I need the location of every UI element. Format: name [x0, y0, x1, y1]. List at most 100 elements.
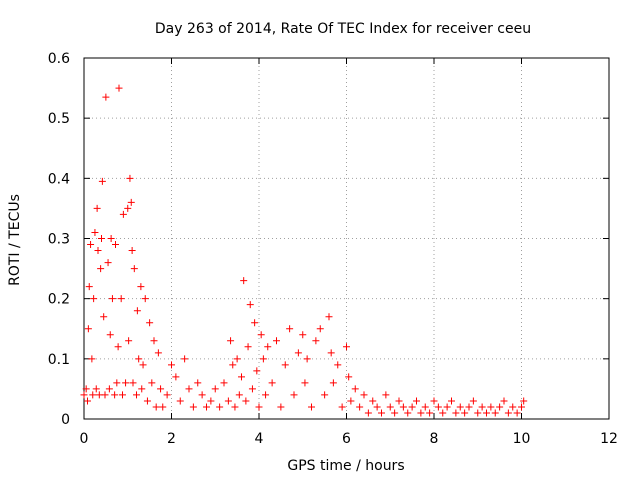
x-tick-label: 4: [255, 431, 264, 447]
data-point: [111, 391, 119, 399]
data-point: [277, 403, 285, 411]
data-point: [108, 295, 116, 303]
x-tick-label: 12: [600, 431, 618, 447]
data-point: [456, 403, 464, 411]
data-point: [334, 361, 342, 369]
data-point: [105, 385, 113, 393]
data-point: [504, 409, 512, 417]
data-point: [238, 373, 245, 381]
data-point: [92, 385, 100, 393]
data-point: [84, 325, 92, 333]
data-point: [135, 355, 143, 363]
data-point: [259, 355, 267, 363]
grid-layer: [84, 58, 609, 419]
data-point: [168, 361, 175, 369]
data-point: [138, 385, 146, 393]
data-point: [461, 409, 469, 417]
data-point: [129, 379, 137, 387]
data-point: [465, 403, 473, 411]
data-point: [102, 93, 110, 101]
y-tick-label: 0.1: [48, 352, 70, 368]
data-point: [216, 403, 224, 411]
data-point: [119, 391, 126, 399]
data-point: [152, 403, 160, 411]
data-point: [378, 409, 385, 417]
data-point: [143, 397, 151, 405]
data-point: [327, 349, 335, 357]
data-point: [227, 337, 235, 345]
data-point: [148, 379, 156, 387]
data-point: [518, 403, 525, 411]
data-point: [113, 379, 121, 387]
data-point: [439, 409, 447, 417]
data-point: [491, 409, 499, 417]
data-point: [124, 204, 132, 212]
data-point: [395, 397, 403, 405]
x-tick-label: 0: [80, 431, 89, 447]
data-point: [246, 301, 254, 309]
data-point: [163, 391, 171, 399]
data-point: [93, 204, 101, 212]
data-point: [98, 177, 106, 185]
data-point: [133, 391, 140, 399]
data-point: [487, 403, 495, 411]
data-point: [347, 397, 355, 405]
data-point: [224, 397, 232, 405]
data-point: [268, 379, 276, 387]
data-point: [452, 409, 460, 417]
data-point: [448, 397, 455, 405]
data-point: [520, 397, 528, 405]
x-tick-label: 10: [513, 431, 531, 447]
data-point: [426, 409, 434, 417]
data-point: [159, 403, 167, 411]
data-point: [112, 241, 119, 249]
x-tick-label: 2: [167, 431, 176, 447]
y-tick-label: 0.6: [48, 51, 70, 67]
data-point: [207, 397, 215, 405]
data-point: [496, 403, 504, 411]
data-point: [316, 325, 324, 333]
data-point: [251, 319, 259, 327]
data-point: [231, 403, 239, 411]
data-point: [404, 409, 412, 417]
y-tick-label: 0.4: [48, 171, 70, 187]
data-point: [154, 349, 162, 357]
y-tick-label: 0.2: [48, 292, 70, 308]
data-point: [211, 385, 219, 393]
data-point: [469, 397, 477, 405]
data-point: [104, 259, 112, 267]
data-point: [303, 355, 311, 363]
data-point: [308, 403, 315, 411]
data-point: [364, 409, 372, 417]
data-point: [325, 313, 333, 321]
data-point: [91, 228, 99, 236]
data-point: [87, 241, 95, 249]
data-point: [126, 174, 134, 182]
data-point: [290, 391, 298, 399]
data-point: [382, 391, 390, 399]
data-point: [373, 403, 381, 411]
data-point: [98, 235, 105, 242]
data-point: [181, 355, 189, 363]
y-tick-label: 0.3: [48, 232, 70, 248]
data-point: [127, 198, 135, 206]
data-point: [203, 403, 210, 411]
data-point: [360, 391, 368, 399]
data-point: [119, 210, 127, 218]
data-point: [185, 385, 193, 393]
data-point: [133, 307, 141, 315]
data-point: [146, 319, 154, 327]
data-point: [264, 343, 272, 351]
data-point: [338, 403, 346, 411]
data-point: [421, 403, 429, 411]
data-point: [139, 361, 147, 369]
data-point: [513, 409, 521, 417]
data-point: [299, 331, 307, 339]
data-point: [351, 385, 359, 393]
data-point: [122, 379, 130, 387]
data-point: [106, 331, 114, 339]
data-point: [97, 265, 105, 273]
data-point: [413, 397, 420, 405]
data-point: [85, 283, 93, 291]
